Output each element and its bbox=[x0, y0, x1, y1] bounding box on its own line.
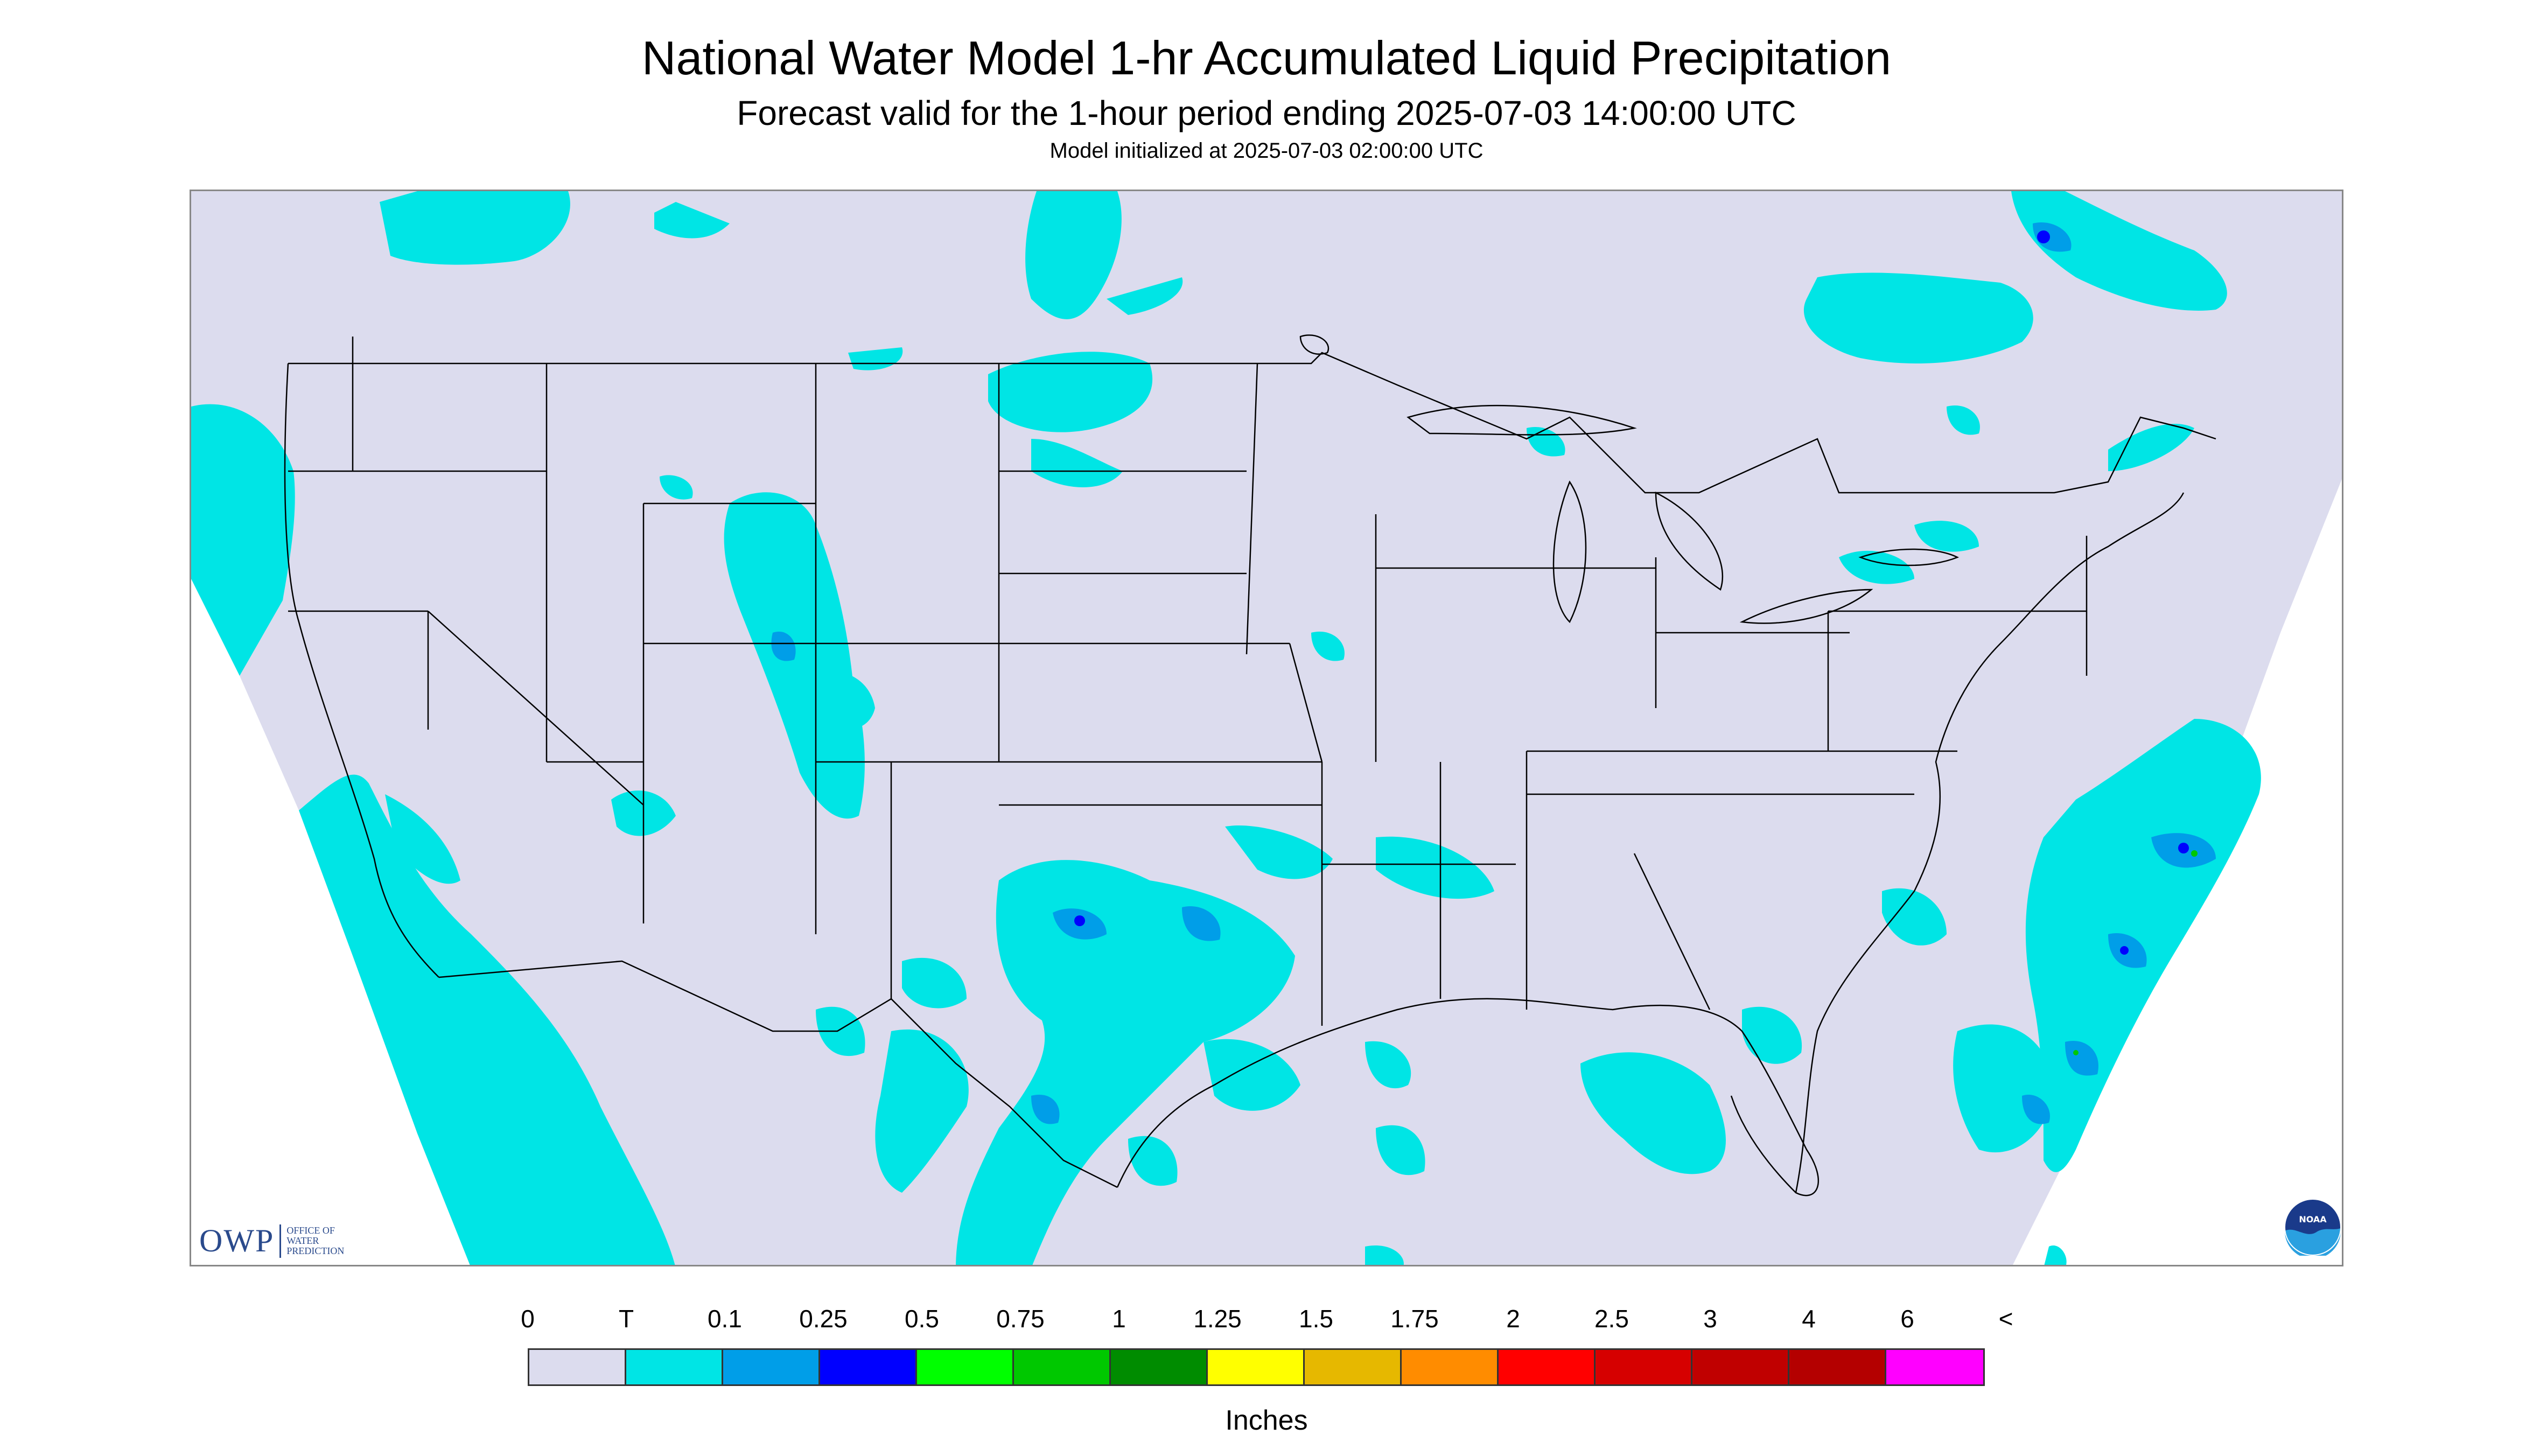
map-canvas bbox=[191, 191, 2342, 1265]
legend-swatch bbox=[1014, 1350, 1111, 1384]
legend-label: 2.5 bbox=[1594, 1305, 1629, 1333]
legend-units: Inches bbox=[1225, 1405, 1308, 1436]
legend-swatch bbox=[723, 1350, 820, 1384]
legend-label: 2 bbox=[1506, 1305, 1520, 1333]
offgrid-left bbox=[191, 579, 470, 1265]
precip-heavy bbox=[2073, 850, 2198, 1055]
legend-swatch bbox=[1208, 1350, 1305, 1384]
precip-trace bbox=[191, 191, 2261, 1265]
noaa-logo-icon: NOAA bbox=[2284, 1199, 2341, 1256]
map-title: National Water Model 1-hr Accumulated Li… bbox=[641, 31, 1892, 85]
legend-label: 0.75 bbox=[996, 1305, 1045, 1333]
legend-swatch bbox=[1789, 1350, 1886, 1384]
legend-label: T bbox=[618, 1305, 634, 1333]
legend-swatch bbox=[1305, 1350, 1402, 1384]
legend-label: 6 bbox=[1900, 1305, 1914, 1333]
legend-labels: 0 T 0.1 0.25 0.5 0.75 1 1.25 1.5 1.75 2 … bbox=[0, 1304, 2533, 1336]
legend-swatch bbox=[1499, 1350, 1596, 1384]
great-lakes bbox=[1299, 334, 1960, 624]
map-borders bbox=[284, 337, 2216, 1196]
owp-logo-mark: OWP bbox=[199, 1223, 275, 1258]
noaa-logo-text: NOAA bbox=[2299, 1214, 2327, 1224]
precipitation-map bbox=[190, 190, 2343, 1266]
legend-swatch bbox=[1692, 1350, 1789, 1384]
precip-moderate bbox=[1074, 230, 2189, 955]
legend-label: 0 bbox=[521, 1305, 535, 1333]
offgrid-right bbox=[2013, 479, 2342, 1265]
legend-label: 0.25 bbox=[799, 1305, 848, 1333]
owp-logo-separator bbox=[279, 1224, 282, 1258]
legend-swatch bbox=[626, 1350, 723, 1384]
owp-logo-line: OFFICE OF bbox=[286, 1225, 335, 1236]
model-init-time: Model initialized at 2025-07-03 02:00:00… bbox=[1049, 139, 1484, 163]
precip-light bbox=[771, 222, 2216, 1124]
legend-swatch bbox=[1596, 1350, 1692, 1384]
legend-swatch bbox=[1402, 1350, 1499, 1384]
legend-label: 0.5 bbox=[905, 1305, 939, 1333]
legend-label: 0.1 bbox=[708, 1305, 742, 1333]
owp-logo-line: PREDICTION bbox=[286, 1245, 345, 1256]
legend-colorbar bbox=[528, 1348, 1985, 1386]
owp-logo: OWP OFFICE OF WATER PREDICTION bbox=[199, 1222, 344, 1259]
owp-logo-line: WATER bbox=[286, 1235, 319, 1246]
legend-swatch bbox=[1111, 1350, 1208, 1384]
legend-label: 1.75 bbox=[1390, 1305, 1439, 1333]
legend-swatch bbox=[917, 1350, 1014, 1384]
map-subtitle: Forecast valid for the 1-hour period end… bbox=[737, 94, 1796, 132]
legend-label: 1.25 bbox=[1193, 1305, 1242, 1333]
legend-swatch bbox=[1886, 1350, 1983, 1384]
legend-swatch bbox=[529, 1350, 626, 1384]
legend-label: < bbox=[1998, 1305, 2013, 1333]
legend-label: 3 bbox=[1703, 1305, 1717, 1333]
legend-swatch bbox=[820, 1350, 917, 1384]
legend-label: 1 bbox=[1112, 1305, 1126, 1333]
legend-label: 1.5 bbox=[1299, 1305, 1333, 1333]
owp-logo-text: OFFICE OF WATER PREDICTION bbox=[286, 1226, 344, 1256]
legend-label: 4 bbox=[1802, 1305, 1816, 1333]
